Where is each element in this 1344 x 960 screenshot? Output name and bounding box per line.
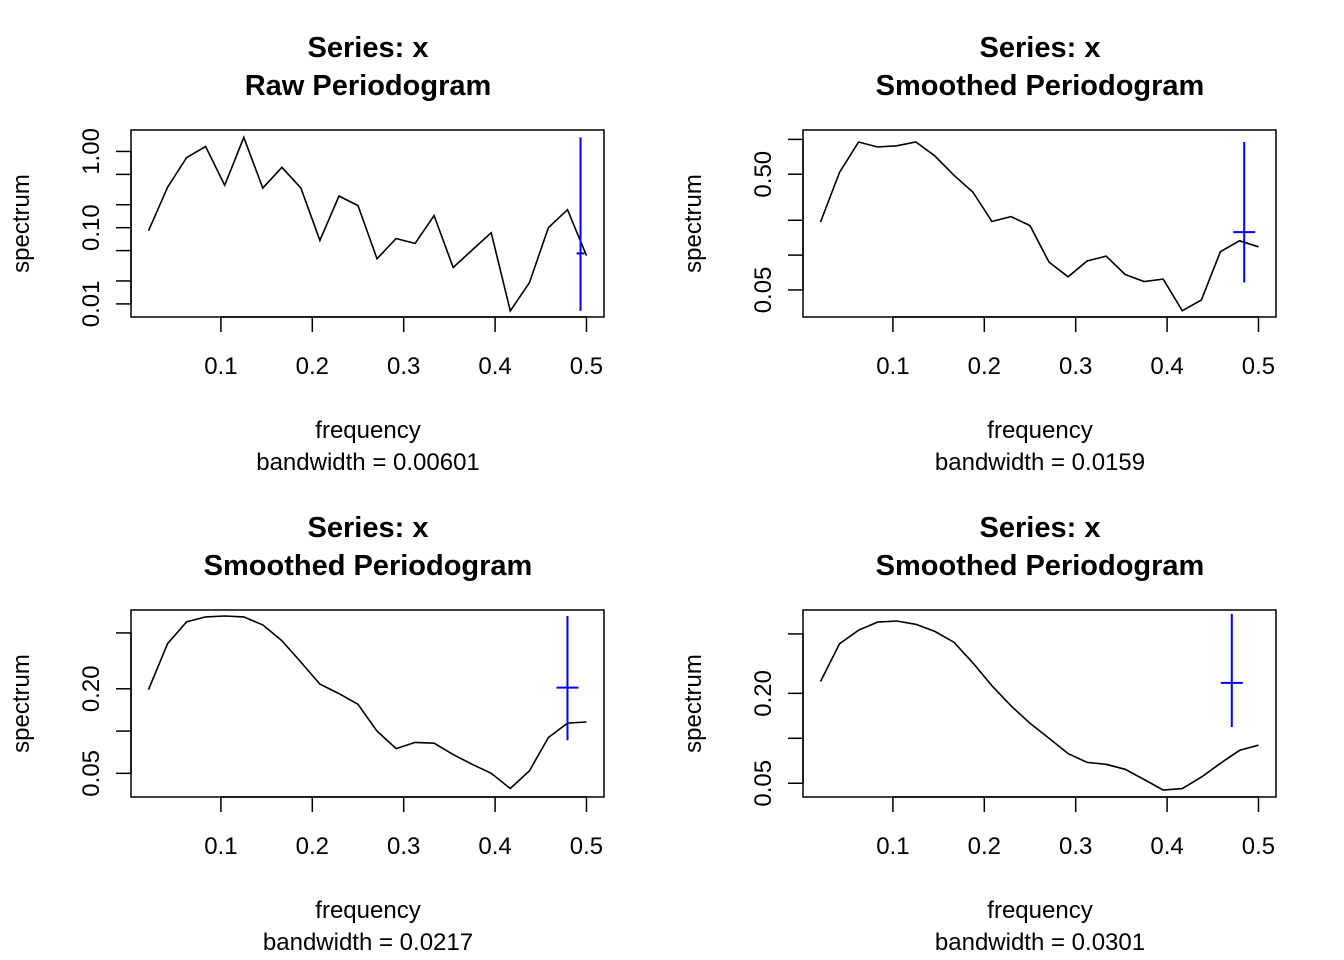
x-tick-label: 0.4 (1150, 833, 1183, 860)
x-tick-label: 0.3 (1059, 353, 1092, 380)
x-tick-label: 0.4 (478, 833, 511, 860)
x-tick-label: 0.5 (570, 353, 603, 380)
chart-title: Series: x (308, 512, 429, 544)
bandwidth-label: bandwidth = 0.0301 (935, 929, 1145, 956)
plot-frame (130, 129, 605, 318)
y-tick-label: 0.05 (750, 267, 777, 314)
x-axis-label: frequency (315, 417, 420, 444)
y-tick-label: 0.05 (750, 760, 777, 807)
spectrum-line (819, 620, 1259, 791)
x-tick-label: 0.5 (1242, 353, 1275, 380)
chart-subtitle: Raw Periodogram (245, 70, 492, 102)
x-tick-label: 0.2 (968, 833, 1001, 860)
y-axis-label: spectrum (680, 654, 707, 753)
chart-title: Series: x (980, 32, 1101, 64)
x-tick-label: 0.1 (204, 353, 237, 380)
x-tick-label: 0.5 (1242, 833, 1275, 860)
x-tick-label: 0.2 (968, 353, 1001, 380)
y-axis-label: spectrum (8, 174, 35, 273)
x-tick-label: 0.4 (478, 353, 511, 380)
y-tick-label: 0.05 (78, 750, 105, 797)
chart-title: Series: x (980, 512, 1101, 544)
x-tick-label: 0.5 (570, 833, 603, 860)
x-tick-label: 0.1 (204, 833, 237, 860)
y-tick-label: 0.01 (78, 281, 105, 328)
x-tick-label: 0.2 (296, 353, 329, 380)
x-axis-label: frequency (315, 897, 420, 924)
x-tick-label: 0.3 (387, 353, 420, 380)
plot-frame (130, 609, 605, 798)
x-tick-label: 0.4 (1150, 353, 1183, 380)
chart-subtitle: Smoothed Periodogram (876, 70, 1205, 102)
x-tick-label: 0.2 (296, 833, 329, 860)
y-tick-label: 0.50 (750, 151, 777, 198)
bandwidth-label: bandwidth = 0.00601 (256, 449, 480, 476)
bandwidth-label: bandwidth = 0.0217 (263, 929, 473, 956)
y-tick-label: 0.20 (750, 670, 777, 717)
x-axis-label: frequency (987, 417, 1092, 444)
panel-1: Series: x Raw Periodogram 0.1 0.2 0.3 0.4 0.5 1… (8, 32, 605, 476)
spectrum-line (147, 615, 587, 790)
y-tick-label: 0.10 (78, 204, 105, 251)
y-axis-label: spectrum (8, 654, 35, 753)
x-tick-label: 0.1 (876, 833, 909, 860)
plot-frame (802, 609, 1277, 798)
y-tick-label: 1.00 (78, 128, 105, 175)
y-axis-label: spectrum (680, 174, 707, 273)
x-tick-label: 0.1 (876, 353, 909, 380)
panel-2: Series: x Smoothed Periodogram 0.1 0.2 0.3 0.… (680, 32, 1277, 476)
chart-title: Series: x (308, 32, 429, 64)
chart-subtitle: Smoothed Periodogram (876, 550, 1205, 582)
panel-4: Series: x Smoothed Periodogram 0.1 0.2 0.3 0.… (680, 512, 1277, 956)
panel-3: Series: x Smoothed Periodogram 0.1 0.2 0.3 0.… (8, 512, 605, 956)
x-tick-label: 0.3 (387, 833, 420, 860)
x-tick-label: 0.3 (1059, 833, 1092, 860)
y-tick-label: 0.20 (78, 665, 105, 712)
spectrum-line (819, 141, 1259, 312)
chart-subtitle: Smoothed Periodogram (204, 550, 533, 582)
x-axis-label: frequency (987, 897, 1092, 924)
bandwidth-label: bandwidth = 0.0159 (935, 449, 1145, 476)
spectrum-line (147, 135, 588, 313)
